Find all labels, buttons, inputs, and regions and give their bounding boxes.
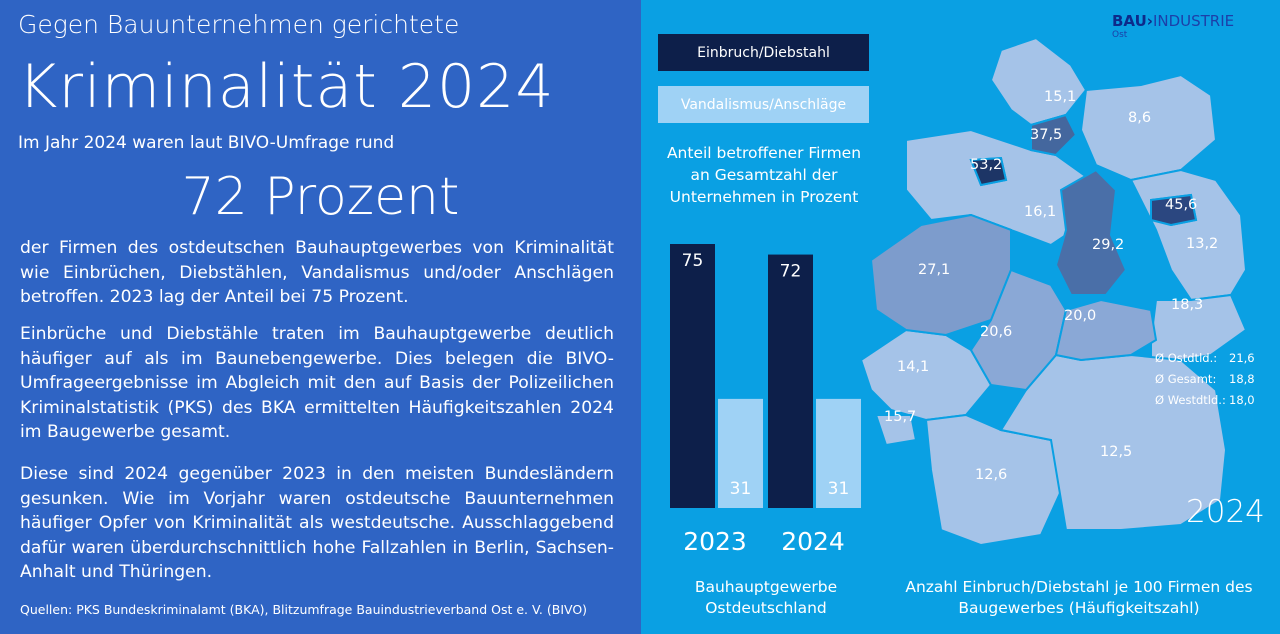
map-value-hessen: 20,6 (980, 324, 1013, 340)
map-value-bayern: 12,5 (1100, 444, 1133, 460)
sources-note: Quellen: PKS Bundeskriminalamt (BKA), Bl… (20, 602, 588, 617)
state-brandenburg (1129, 168, 1248, 302)
year-label-2024: 2024 (781, 527, 845, 556)
state-bremen-tint (969, 156, 1008, 187)
legend-vandalismus-label: Vandalismus/Anschläge (680, 96, 847, 113)
legend-vandalismus: Vandalismus/Anschläge (658, 86, 869, 123)
map-value-baden-wuerttemberg: 12,6 (975, 467, 1008, 483)
map-value-niedersachsen: 16,1 (1024, 204, 1057, 220)
bar-chart-caption: Bauhauptgewerbe Ostdeutschland (694, 578, 838, 617)
left-panel: Gegen Bauunternehmen gerichtete Kriminal… (0, 0, 641, 634)
bar-chart-title: Anteil betroffener Firmen an Gesamtzahl … (666, 144, 862, 206)
headline: Kriminalität 2024 (18, 52, 555, 122)
map-value-hamburg: 37,5 (1030, 127, 1063, 143)
map-year-label: 2024 (1186, 494, 1265, 530)
legend-einbruch: Einbruch/Diebstahl (658, 34, 869, 71)
legend-einbruch-label: Einbruch/Diebstahl (697, 44, 830, 61)
averages-box: Ø Ostdtld.: 21,6 Ø Gesamt: 18,8 Ø Westdtld… (1155, 348, 1255, 411)
state-schleswig-holstein (989, 36, 1088, 127)
map-value-schleswig-holstein: 15,1 (1044, 89, 1077, 105)
map-value-mecklenburg-vorpommern: 8,6 (1128, 110, 1152, 126)
paragraph-2: Einbrüche und Diebstähle traten im Bauha… (20, 324, 614, 442)
bar-label-vandalismus-2023: 31 (730, 479, 752, 499)
paragraph-1: der Firmen des ostdeutschen Bauhauptgewe… (20, 238, 614, 307)
bar-chart: 75 31 72 31 (670, 244, 861, 508)
average-west: Ø Westdtld.: 18,0 (1155, 393, 1255, 407)
map-value-thueringen: 20,0 (1064, 308, 1097, 324)
state-rheinland-pfalz (859, 328, 993, 422)
kicker-title: Gegen Bauunternehmen gerichtete (18, 10, 460, 39)
map-value-brandenburg: 13,2 (1186, 236, 1219, 252)
state-berlin-tint (1150, 193, 1198, 227)
bar-label-vandalismus-2024: 31 (828, 479, 850, 499)
average-ost: Ø Ostdtld.: 21,6 (1155, 351, 1255, 365)
state-baden-wuerttemberg (924, 413, 1068, 547)
map-value-saarland: 15,7 (884, 409, 917, 425)
bar-label-einbruch-2024: 72 (780, 262, 802, 282)
paragraph-3: Diese sind 2024 gegenüber 2023 in den me… (20, 464, 614, 582)
state-sachsen-anhalt (1054, 168, 1128, 296)
bauindustrie-logo: BAU›INDUSTRIE (1112, 12, 1235, 30)
big-number: 72 Prozent (181, 167, 460, 227)
state-hamburg-tint (1030, 113, 1078, 157)
state-sachsen (1150, 293, 1248, 367)
logo-subtitle: Ost (1112, 30, 1128, 40)
germany-map (859, 36, 1248, 547)
map-value-bremen: 53,2 (970, 157, 1003, 173)
bar-vandalismus-2024 (816, 398, 861, 508)
bar-vandalismus-2023 (718, 398, 763, 508)
year-label-2023: 2023 (683, 527, 747, 556)
average-gesamt: Ø Gesamt: 18,8 (1155, 372, 1255, 386)
bar-einbruch-2024 (768, 254, 813, 508)
state-mecklenburg-vorpommern (1079, 73, 1218, 182)
map-value-nordrhein-westfalen: 27,1 (918, 262, 951, 278)
map-value-rheinland-pfalz: 14,1 (897, 359, 930, 375)
bar-einbruch-2023 (670, 244, 715, 508)
map-value-sachsen-anhalt: 29,2 (1092, 237, 1125, 253)
map-value-sachsen: 18,3 (1171, 297, 1204, 313)
map-caption: Anzahl Einbruch/Diebstahl je 100 Firmen … (905, 578, 1253, 617)
bar-label-einbruch-2023: 75 (682, 251, 704, 271)
state-thueringen-tint (1054, 298, 1158, 362)
state-saarland (874, 414, 918, 447)
lead-text: Im Jahr 2024 waren laut BIVO-Umfrage run… (18, 133, 395, 153)
map-value-berlin: 45,6 (1165, 197, 1198, 213)
